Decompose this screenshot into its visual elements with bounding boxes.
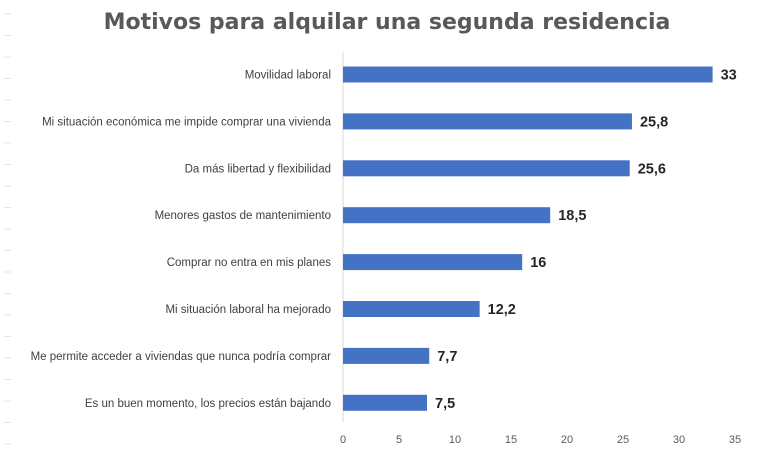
- category-label: Es un buen momento, los precios están ba…: [85, 398, 331, 410]
- data-label: 7,5: [435, 396, 455, 412]
- bar: [343, 207, 551, 224]
- category-label: Comprar no entra en mis planes: [167, 257, 332, 269]
- category-label: Movilidad laboral: [245, 70, 331, 82]
- x-tick-label: 10: [449, 434, 461, 446]
- category-label: Menores gastos de mantenimiento: [155, 210, 331, 222]
- bar: [343, 160, 630, 177]
- x-tick-label: 20: [561, 434, 573, 446]
- category-label: Me permite acceder a viviendas que nunca…: [31, 351, 332, 363]
- category-labels-group: Movilidad laboral Mi situación económica …: [31, 70, 332, 410]
- bar: [343, 66, 713, 83]
- bar: [343, 301, 480, 317]
- x-tick-label: 5: [396, 434, 402, 446]
- x-tick-labels-group: 0 5 10 15 20 25 30 35: [340, 434, 741, 446]
- data-label: 7,7: [437, 349, 457, 365]
- data-label: 33: [721, 68, 737, 84]
- data-label: 12,2: [488, 302, 516, 318]
- bar: [343, 254, 523, 271]
- category-label: Mi situación económica me impide comprar…: [42, 116, 332, 128]
- category-label: Da más libertad y flexibilidad: [185, 163, 331, 175]
- data-labels-group: 33 25,8 25,6 18,5 16 12,2 7,7 7,5: [435, 68, 737, 412]
- left-edge-dashes: [4, 13, 11, 445]
- chart-title: Motivos para alquilar una segunda reside…: [104, 10, 671, 35]
- data-label: 16: [530, 255, 546, 271]
- x-tick-label: 30: [673, 434, 685, 446]
- x-tick-label: 25: [617, 434, 629, 446]
- bars-group: [343, 66, 713, 411]
- bar: [343, 394, 427, 411]
- data-label: 25,6: [638, 161, 666, 177]
- data-label: 25,8: [640, 114, 668, 130]
- category-label: Mi situación laboral ha mejorado: [165, 304, 331, 316]
- data-label: 18,5: [558, 208, 586, 224]
- bar: [343, 113, 632, 130]
- bar: [343, 347, 430, 364]
- x-tick-label: 0: [340, 434, 346, 446]
- x-tick-label: 15: [505, 434, 517, 446]
- x-tick-label: 35: [729, 434, 741, 446]
